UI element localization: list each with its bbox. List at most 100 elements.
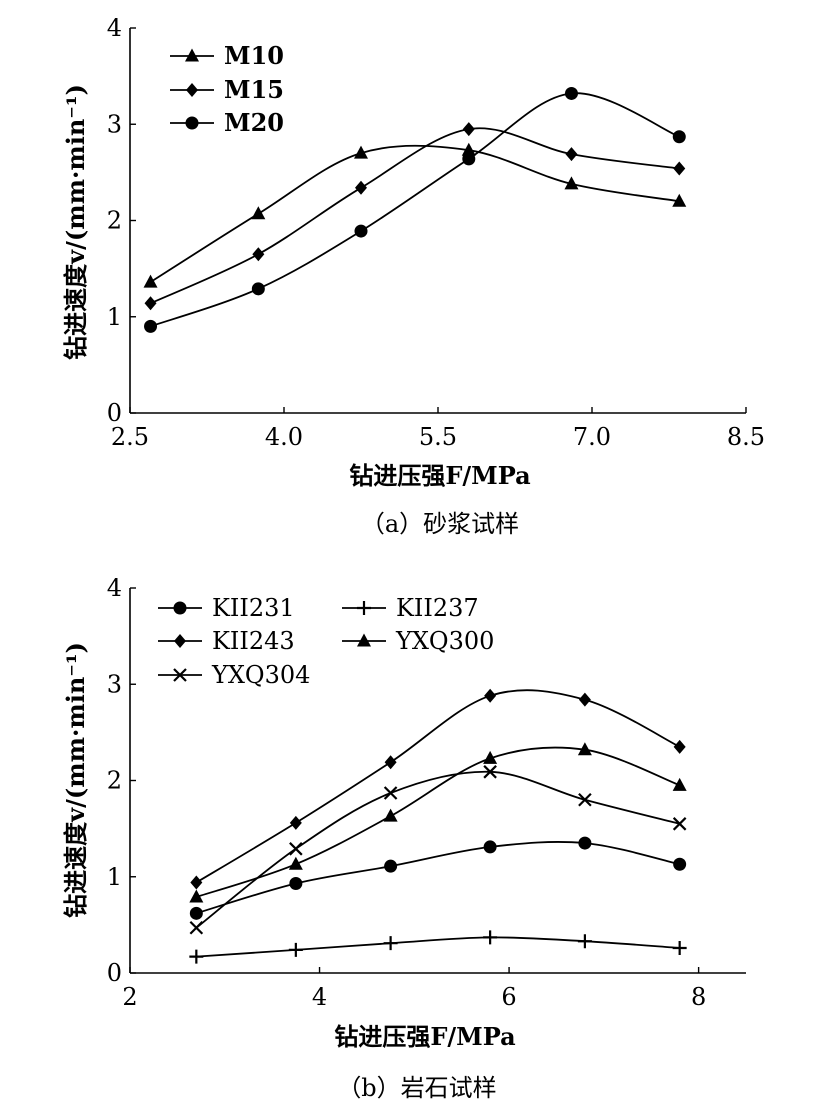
x-tick-label: 5.5 (419, 423, 457, 451)
x-tick-label: 4.0 (265, 423, 303, 451)
x-tick-label: 2.5 (111, 423, 149, 451)
legend-label-yxq300: YXQ300 (395, 627, 494, 655)
legend-item-kii237: KII237 (342, 594, 479, 622)
caption-b: （b）岩石试样 (337, 1074, 496, 1102)
point-m10 (564, 176, 579, 190)
point-m20 (144, 319, 158, 333)
y-tick-label: 3 (107, 110, 122, 138)
series-line-m20 (150, 92, 680, 328)
series-lines-b (195, 689, 681, 958)
point-m20 (251, 282, 265, 296)
series-line-yxq304 (195, 770, 680, 929)
point-kii237 (383, 936, 398, 951)
legend-marker-m20 (185, 116, 199, 130)
point-kii237 (189, 949, 204, 964)
point-kii243 (484, 688, 497, 703)
y-tick-label: 0 (107, 399, 122, 427)
point-kii237 (483, 930, 498, 945)
legend-item-kii243: KII243 (158, 627, 295, 655)
axes-b: 2 4 6 8 0 1 2 3 4 (107, 574, 746, 1011)
x-axis-label-b: 钻进压强F/MPa (334, 1022, 515, 1051)
x-tick-label: 8.5 (727, 423, 765, 451)
chart-panel-a: 2.5 4.0 5.5 7.0 8.5 0 1 2 3 4 M10 M15 M20 钻进压强F/MPa… (61, 14, 765, 538)
point-yxq304 (578, 792, 592, 807)
point-m15 (355, 180, 367, 195)
y-tick-label: 4 (107, 14, 122, 42)
legend-label-m10: M10 (224, 41, 284, 70)
y-tick-label: 1 (107, 863, 122, 891)
point-yxq300 (672, 777, 687, 791)
y-tick-label: 2 (107, 767, 122, 795)
chart-panel-b: 2 4 6 8 0 1 2 3 4 KII231 KII237 KII243 YXQ300 YXQ304… (61, 574, 746, 1102)
legend-item-m20: M20 (170, 108, 284, 137)
legend-label-yxq304: YXQ304 (211, 661, 310, 689)
legend-item-yxq300: YXQ300 (342, 627, 494, 655)
legend-b: KII231 KII237 KII243 YXQ300 YXQ304 (158, 594, 494, 689)
point-kii231 (673, 857, 687, 871)
point-yxq300 (189, 889, 204, 903)
point-m20 (564, 86, 578, 100)
series-line-yxq300 (196, 746, 681, 898)
x-tick-label: 4 (312, 983, 327, 1011)
point-m10 (461, 142, 476, 156)
point-kii243 (384, 755, 397, 770)
point-m15 (144, 296, 157, 311)
legend-marker-m15 (186, 83, 198, 97)
legend-item-m15: M15 (170, 75, 284, 104)
legend-marker-kii231 (173, 601, 187, 615)
point-m15 (252, 247, 265, 262)
legend-label-m15: M15 (224, 75, 284, 104)
point-kii237 (577, 934, 592, 949)
point-yxq304 (483, 765, 497, 779)
legend-marker-kii243 (174, 634, 186, 648)
point-m10 (672, 193, 687, 207)
series-lines-a (150, 92, 680, 328)
point-kii231 (289, 876, 303, 890)
legend-label-kii231: KII231 (212, 594, 295, 622)
point-m20 (462, 152, 476, 166)
series-markers-b (189, 688, 687, 964)
legend-marker-m10 (185, 48, 199, 62)
point-kii231 (578, 836, 592, 850)
series-markers-a (143, 86, 687, 333)
y-axis-label-a: 钻进速度v/(mm·min⁻¹) (61, 84, 90, 360)
point-m10 (251, 206, 266, 220)
point-kii231 (384, 859, 398, 873)
x-tick-label: 6 (501, 983, 516, 1011)
legend-marker-yxq304 (173, 668, 187, 682)
y-axis-label-b: 钻进速度v/(mm·min⁻¹) (61, 642, 90, 918)
legend-marker-yxq300 (357, 633, 371, 647)
x-tick-label: 2 (122, 983, 137, 1011)
point-kii243 (190, 875, 203, 890)
legend-label-kii237: KII237 (396, 594, 479, 622)
point-m20 (672, 130, 686, 144)
y-tick-label: 2 (107, 207, 122, 235)
legend-item-m10: M10 (170, 41, 284, 70)
point-kii243 (289, 815, 302, 830)
series-line-m15 (150, 127, 680, 305)
x-tick-label: 7.0 (573, 423, 611, 451)
point-m10 (354, 145, 368, 159)
point-m15 (673, 161, 686, 176)
point-yxq300 (383, 808, 398, 822)
legend-item-yxq304: YXQ304 (158, 661, 310, 689)
legend-item-kii231: KII231 (158, 594, 295, 622)
series-line-kii231 (196, 841, 680, 915)
point-kii243 (578, 692, 591, 707)
y-tick-label: 3 (107, 670, 122, 698)
point-yxq304 (383, 786, 398, 800)
x-axis-label-a: 钻进压强F/MPa (349, 461, 530, 490)
series-line-kii237 (196, 936, 680, 958)
point-yxq300 (483, 750, 498, 764)
point-m10 (143, 274, 158, 288)
point-kii231 (483, 840, 497, 854)
series-line-m10 (150, 144, 680, 283)
point-yxq304 (189, 920, 204, 935)
point-m20 (354, 224, 368, 238)
legend-label-kii243: KII243 (212, 627, 295, 655)
axes-a: 2.5 4.0 5.5 7.0 8.5 0 1 2 3 4 (107, 14, 765, 451)
point-kii243 (673, 739, 686, 754)
point-kii237 (672, 940, 687, 955)
point-m15 (565, 147, 578, 162)
